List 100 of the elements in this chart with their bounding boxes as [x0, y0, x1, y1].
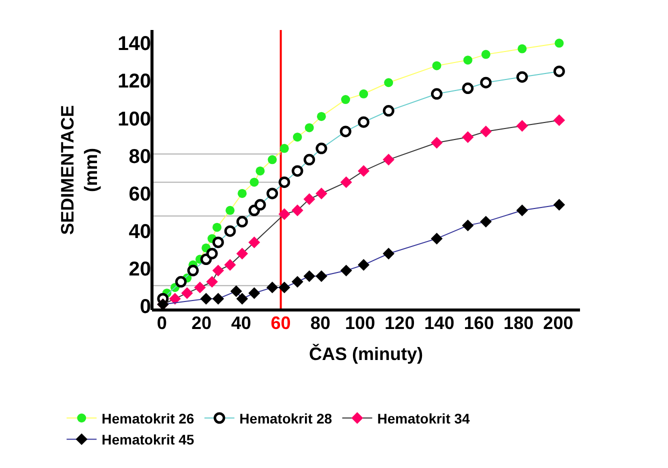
legend-label: Hematokrit 28	[239, 410, 332, 426]
point	[516, 204, 528, 216]
legend-label: Hematokrit 45	[102, 432, 194, 448]
point	[340, 126, 352, 138]
y-axis-title: SEDIMENTACE (mm)	[57, 105, 101, 235]
y-tick-label: 120	[118, 70, 151, 93]
y-tick-label: 140	[118, 33, 151, 56]
point	[292, 165, 304, 177]
point	[432, 61, 442, 70]
x-tick-label: 160	[464, 313, 494, 333]
point	[462, 131, 474, 143]
point	[169, 292, 181, 305]
x-tick-label: 0	[156, 313, 167, 333]
point	[316, 112, 326, 121]
point	[304, 123, 314, 132]
point	[518, 44, 527, 54]
x-tick-label: 120	[384, 313, 415, 333]
y-tick-label: 100	[118, 108, 151, 130]
point	[236, 216, 248, 228]
point	[553, 66, 565, 78]
point	[236, 248, 248, 260]
point	[212, 292, 224, 305]
point	[341, 95, 350, 104]
point	[212, 236, 224, 248]
point	[280, 144, 289, 153]
point	[181, 287, 193, 299]
x-tick-label: 20	[192, 313, 212, 333]
point	[194, 282, 206, 294]
point	[554, 38, 564, 48]
y-tick-label: 20	[128, 258, 151, 281]
point	[278, 208, 290, 220]
point	[292, 204, 304, 216]
point	[187, 264, 199, 276]
point	[212, 222, 222, 232]
point	[382, 248, 394, 260]
point	[226, 206, 235, 215]
point	[340, 176, 352, 188]
point	[248, 236, 260, 248]
point	[266, 282, 278, 294]
point	[516, 120, 528, 132]
point	[553, 114, 566, 126]
point	[462, 82, 474, 94]
point	[206, 248, 218, 260]
legend-label: Hematokrit 34	[377, 410, 470, 426]
point	[238, 188, 247, 198]
x-tick-label: 80	[310, 313, 330, 333]
point	[266, 188, 278, 200]
point	[212, 264, 224, 276]
point	[358, 259, 370, 271]
point	[175, 276, 187, 288]
y-tick-label: 60	[128, 183, 151, 206]
x-axis-title: ČAS (minuty)	[309, 343, 423, 364]
point	[268, 155, 277, 164]
point	[304, 154, 316, 166]
x-tick-label: 200	[543, 313, 574, 333]
point	[480, 126, 492, 138]
point	[256, 166, 265, 176]
point	[206, 276, 218, 288]
point	[462, 220, 474, 232]
y-tick-label: 40	[128, 221, 151, 244]
point	[316, 188, 328, 200]
point	[430, 232, 443, 244]
point	[224, 259, 236, 271]
point	[359, 89, 368, 98]
x-tick-label: 60	[270, 313, 291, 333]
x-tick-label: 40	[231, 313, 252, 333]
point	[516, 71, 528, 83]
point	[358, 165, 370, 177]
point	[382, 154, 394, 166]
point	[303, 270, 316, 282]
x-tick-label: 140	[424, 313, 454, 333]
legend-label: Hematokrit 26	[102, 410, 194, 426]
point	[292, 132, 302, 142]
point	[224, 225, 236, 237]
point	[200, 292, 212, 305]
point	[292, 276, 304, 288]
point	[254, 199, 266, 211]
point	[236, 292, 248, 305]
point	[303, 193, 316, 205]
point	[250, 178, 259, 187]
point	[278, 282, 290, 294]
point	[230, 285, 242, 298]
point	[316, 142, 328, 154]
point	[480, 216, 492, 228]
point	[358, 116, 370, 128]
point	[278, 176, 290, 188]
point	[384, 78, 394, 88]
point	[430, 88, 442, 100]
y-tick-label: 80	[128, 146, 151, 168]
y-tick-label: 0	[140, 296, 151, 318]
point	[248, 287, 260, 299]
point	[480, 76, 492, 88]
point	[316, 270, 328, 282]
point	[382, 105, 394, 117]
x-tick-label: 180	[504, 313, 534, 333]
point	[463, 56, 472, 65]
x-tick-label: 100	[345, 313, 376, 333]
point	[553, 198, 566, 211]
point	[481, 50, 490, 59]
point	[430, 136, 443, 149]
